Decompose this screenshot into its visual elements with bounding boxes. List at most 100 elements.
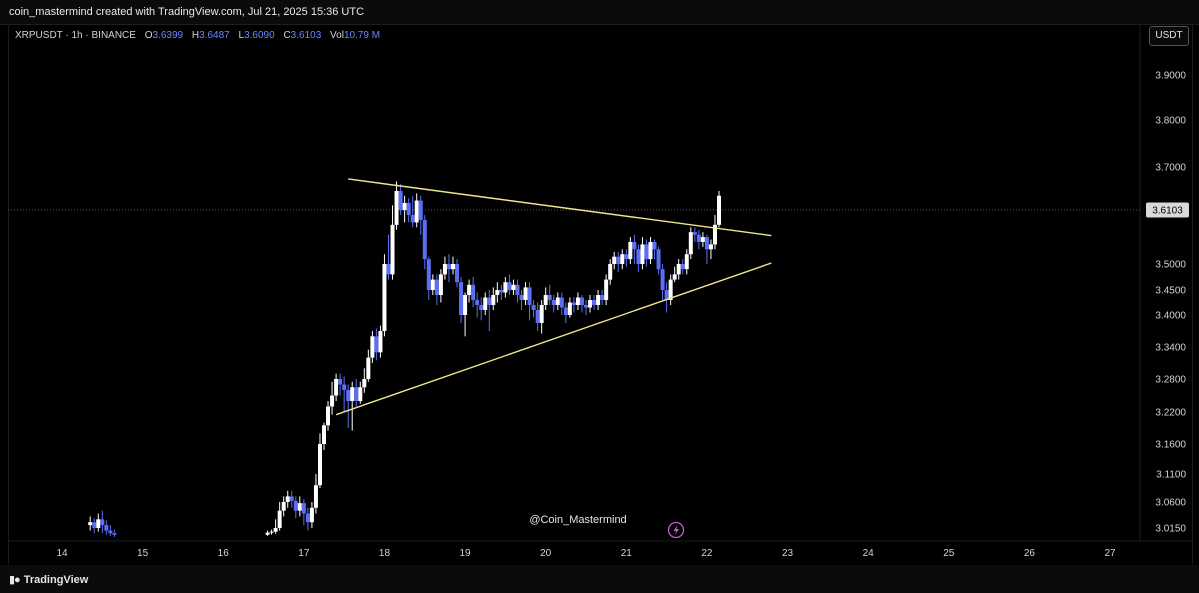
symbol-legend[interactable]: XRPUSDT · 1h · BINANCE O3.6399 H3.6487 L… [15,30,380,41]
candle-body [394,190,399,225]
candle [354,379,359,407]
candle-body [350,387,355,401]
candle-body [442,264,447,275]
open-label: O [144,30,153,41]
candle-body [547,295,552,300]
watermark-text: @Coin_Mastermind [529,514,626,526]
candle-body [700,237,705,242]
candle-body [684,254,689,270]
candle [563,302,568,323]
candle [297,496,302,517]
candle-body [108,530,113,534]
candle [362,368,367,393]
candle-body [370,336,375,358]
candle-body [426,259,431,290]
candle [543,287,548,310]
candle-body [555,297,560,305]
open-value: 3.6399 [152,30,184,41]
candle-body [330,395,335,407]
candle-body [459,282,464,315]
candle-body [438,274,443,295]
candle-body [104,525,109,531]
candle [575,292,580,310]
candle [438,269,443,303]
currency-button[interactable]: USDT [1149,26,1189,46]
candle [676,259,681,280]
candle [305,507,310,531]
price-tick-label: 3.1100 [1156,470,1186,481]
candle [422,215,427,270]
candle [100,510,105,534]
close-value: 3.6103 [290,30,322,41]
chart-frame[interactable] [8,24,1193,564]
candle [499,284,504,300]
candle [442,256,447,280]
candle [334,373,339,401]
candle [370,331,375,363]
time-tick-label: 16 [218,548,230,559]
candle [668,274,673,305]
candle-body [531,305,536,310]
candle [418,195,423,235]
candle [640,237,645,270]
candle [696,229,701,250]
time-axis[interactable]: 14 15 16 17 18 19 20 21 22 23 24 25 26 27 [56,548,1116,559]
candle-body [313,485,318,508]
candle-body [406,202,411,216]
price-tick-label: 3.7000 [1155,163,1186,174]
candle [289,490,294,508]
flash-icon[interactable] [667,521,685,539]
candle-body [584,305,588,308]
candle [402,195,407,223]
candle [652,239,657,260]
candle-body [668,279,673,300]
candle-body [696,234,701,242]
candle [644,239,649,267]
candle [487,290,492,331]
candle-body [660,269,665,290]
candle-body [309,507,314,523]
candle [104,520,109,535]
candle [338,373,343,396]
candle [491,287,496,310]
candle-body [277,510,282,528]
candle-body [455,264,460,283]
candle [446,254,451,283]
trendline-upper[interactable] [348,178,772,237]
candle-body [475,300,480,305]
candle-body [265,532,270,535]
candle [309,502,314,528]
trendline-lower[interactable] [335,262,772,416]
price-tick-label: 3.3400 [1155,343,1186,354]
candle [567,297,572,318]
candle [410,195,415,228]
candle [616,251,621,272]
candle [495,282,500,303]
candle [342,376,347,412]
candle [390,205,395,280]
candle [277,502,282,531]
price-axis[interactable]: 3.0150 3.0600 3.1100 3.1600 3.2200 3.2800 3.34… [1155,71,1186,535]
attribution-bar: coin_mastermind created with TradingView… [0,0,1199,25]
candle [624,249,629,267]
candle-body [430,279,435,290]
candle-body [479,305,484,310]
candle [620,249,625,270]
candle [523,282,528,305]
tradingview-logo[interactable]: ▮● TradingView [9,573,88,586]
candle-body [471,284,476,300]
candle [664,282,669,313]
candle [588,295,593,313]
candle-body [692,232,697,235]
candle-body [636,249,641,264]
candle-body [535,310,540,323]
candle-body [600,295,605,300]
time-tick-label: 14 [56,548,68,559]
candle [717,190,722,228]
symbol-label: XRPUSDT · 1h · BINANCE [15,30,136,41]
candle [317,433,322,488]
candle [450,256,455,275]
attribution-text: coin_mastermind created with TradingView… [9,6,365,18]
candle-body [672,274,677,280]
